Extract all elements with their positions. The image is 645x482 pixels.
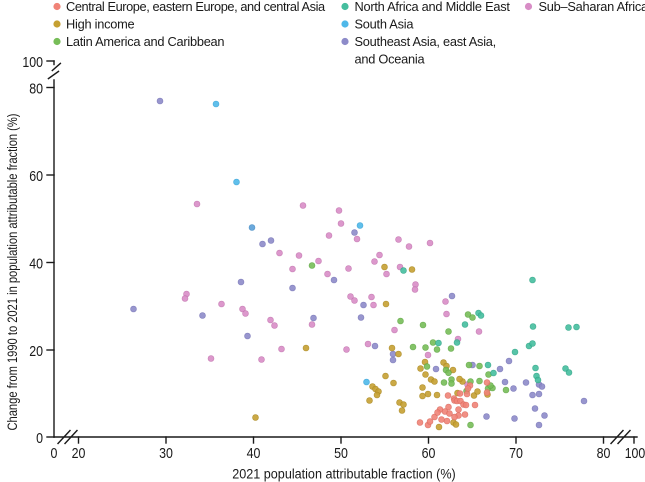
svg-text:80: 80 <box>597 445 611 462</box>
svg-text:Sub–Saharan Africa: Sub–Saharan Africa <box>539 0 645 14</box>
svg-text:0: 0 <box>36 430 43 447</box>
svg-text:Change from 1990 to 2021 in po: Change from 1990 to 2021 in population a… <box>5 114 21 431</box>
svg-text:50: 50 <box>334 445 348 462</box>
svg-text:60: 60 <box>422 445 436 462</box>
svg-text:20: 20 <box>29 343 43 360</box>
svg-text:40: 40 <box>29 255 43 272</box>
svg-text:30: 30 <box>159 445 173 462</box>
svg-text:North Africa and Middle East: North Africa and Middle East <box>355 0 511 14</box>
svg-text:70: 70 <box>509 445 523 462</box>
svg-text:and Oceania: and Oceania <box>355 52 426 67</box>
svg-text:0: 0 <box>51 445 58 462</box>
svg-text:20: 20 <box>72 445 86 462</box>
svg-text:100: 100 <box>625 445 645 462</box>
svg-text:100: 100 <box>22 54 43 71</box>
svg-text:Southeast Asia, east Asia,: Southeast Asia, east Asia, <box>355 34 496 49</box>
svg-text:80: 80 <box>29 80 43 97</box>
svg-text:South Asia: South Asia <box>355 17 415 32</box>
svg-text:40: 40 <box>247 445 261 462</box>
svg-text:60: 60 <box>29 168 43 185</box>
svg-text:High income: High income <box>66 17 135 32</box>
svg-text:Central Europe, eastern Europe: Central Europe, eastern Europe, and cent… <box>66 0 326 14</box>
svg-text:2021 population attributable f: 2021 population attributable fraction (%… <box>232 467 456 482</box>
svg-text:Latin America and Caribbean: Latin America and Caribbean <box>66 34 224 49</box>
